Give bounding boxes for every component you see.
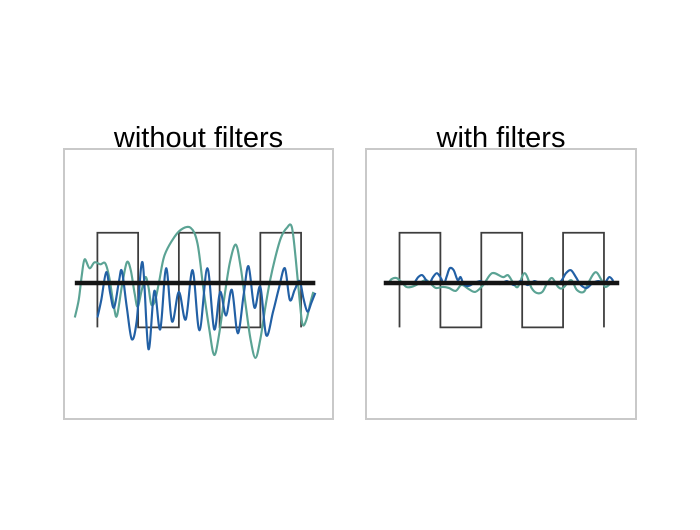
green-signal-path [73, 223, 315, 359]
waveform-plot-without-filters [73, 223, 317, 359]
square-wave-path [398, 231, 605, 329]
square-wave-path [96, 231, 302, 329]
plot-frame-with-filters [365, 148, 637, 420]
waveform-plot-with-filters [383, 231, 620, 329]
blue-signal-path [96, 261, 317, 351]
plot-frame-without-filters [63, 148, 334, 420]
